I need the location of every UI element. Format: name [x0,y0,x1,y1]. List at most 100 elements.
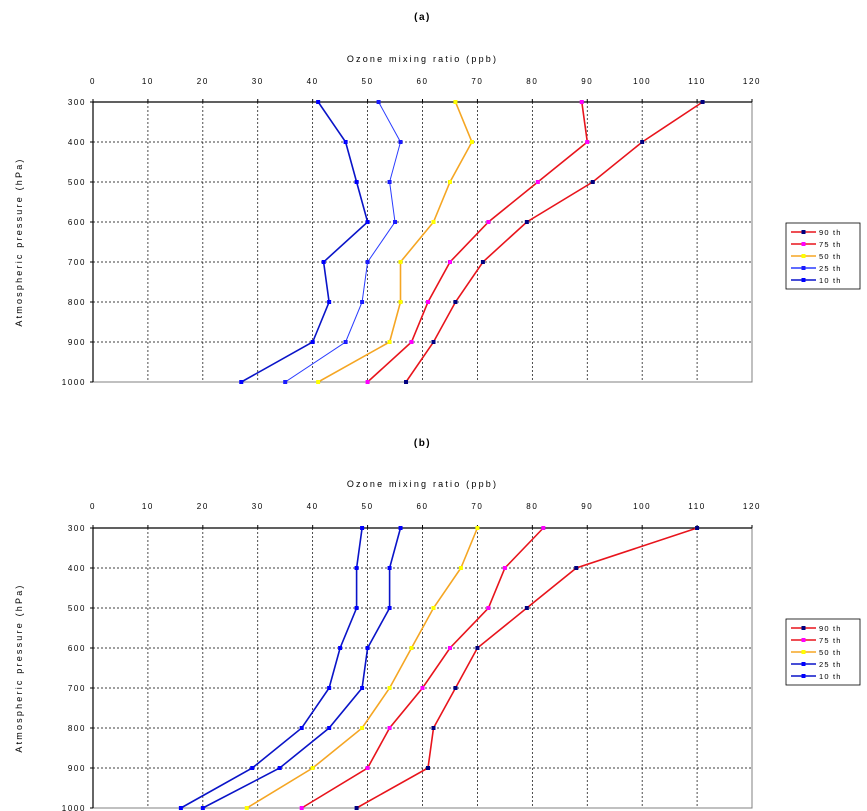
legend-label: 75 th [819,240,842,249]
data-point [316,380,321,384]
legend-marker [801,230,806,234]
y-axis-label: Atmospheric pressure (hPa) [14,583,24,752]
x-tick-label: 0 [90,77,96,86]
y-tick-label: 500 [68,604,86,613]
y-tick-label: 800 [68,724,86,733]
data-point [299,806,304,810]
x-tick-label: 30 [252,502,264,511]
legend-label: 10 th [819,672,842,681]
data-point [327,686,332,690]
data-point [365,766,370,770]
data-point [360,526,365,530]
data-point [387,726,392,730]
legend-marker [801,278,806,282]
legend-label: 50 th [819,252,842,261]
data-point [453,686,458,690]
data-point [579,100,584,104]
series-90th [354,526,700,810]
data-point [360,726,365,730]
data-point [360,300,365,304]
legend-marker [801,266,806,270]
series-75th [365,100,590,384]
x-tick-label: 80 [526,502,538,511]
legend: 90 th 75 th 50 th 25 th 10 th [785,222,861,290]
data-point [321,260,326,264]
x-tick-label: 90 [581,502,593,511]
series-10th [239,100,370,384]
legend-label: 25 th [819,660,842,669]
y-tick-label: 600 [68,218,86,227]
data-point [447,180,452,184]
legend-marker [801,650,806,654]
data-point [453,300,458,304]
y-tick-label: 300 [68,524,86,533]
series-line [246,527,479,809]
series-line [317,101,473,383]
x-tick-label: 20 [197,502,209,511]
series-line [202,527,402,809]
x-tick-label: 70 [471,77,483,86]
data-point [354,606,359,610]
data-point [574,566,579,570]
data-point [431,606,436,610]
data-point [431,220,436,224]
data-point [310,766,315,770]
data-point [585,140,590,144]
legend-label: 25 th [819,264,842,273]
legend-label: 50 th [819,648,842,657]
data-point [365,646,370,650]
legend-label: 90 th [819,228,842,237]
legend-label: 90 th [819,624,842,633]
x-tick-label: 40 [307,502,319,511]
y-tick-label: 900 [68,338,86,347]
legend-marker [801,254,806,258]
x-tick-label: 20 [197,77,209,86]
data-point [327,726,332,730]
x-tick-label: 50 [362,502,374,511]
series-50th [244,526,480,810]
data-point [343,140,348,144]
data-point [640,140,645,144]
series-line [356,527,698,809]
y-tick-label: 700 [68,258,86,267]
data-point [409,340,414,344]
data-point [447,646,452,650]
data-point [387,606,392,610]
legend-marker [801,674,806,678]
x-tick-label: 90 [581,77,593,86]
data-point [250,766,255,770]
data-point [365,260,370,264]
data-point [354,180,359,184]
x-tick-label: 10 [142,502,154,511]
data-point [387,686,392,690]
x-tick-label: 0 [90,502,96,511]
data-point [447,260,452,264]
y-tick-label: 400 [68,564,86,573]
y-tick-label: 900 [68,764,86,773]
data-point [458,566,463,570]
data-point [398,526,403,530]
y-tick-label: 500 [68,178,86,187]
data-point [420,686,425,690]
x-tick-label: 70 [471,502,483,511]
y-tick-label: 600 [68,644,86,653]
chart-title: (b) [414,438,431,449]
data-point [469,140,474,144]
data-point [376,100,381,104]
data-point [453,100,458,104]
y-tick-label: 800 [68,298,86,307]
data-point [360,686,365,690]
series-line [284,101,402,383]
data-point [398,260,403,264]
data-point [393,220,398,224]
x-tick-label: 100 [633,77,651,86]
data-point [486,606,491,610]
data-point [502,566,507,570]
y-tick-label: 700 [68,684,86,693]
data-point [695,526,700,530]
data-point [409,646,414,650]
series-50th [316,100,474,384]
series-10th [178,526,365,810]
y-axis-label: Atmospheric pressure (hPa) [14,157,24,326]
